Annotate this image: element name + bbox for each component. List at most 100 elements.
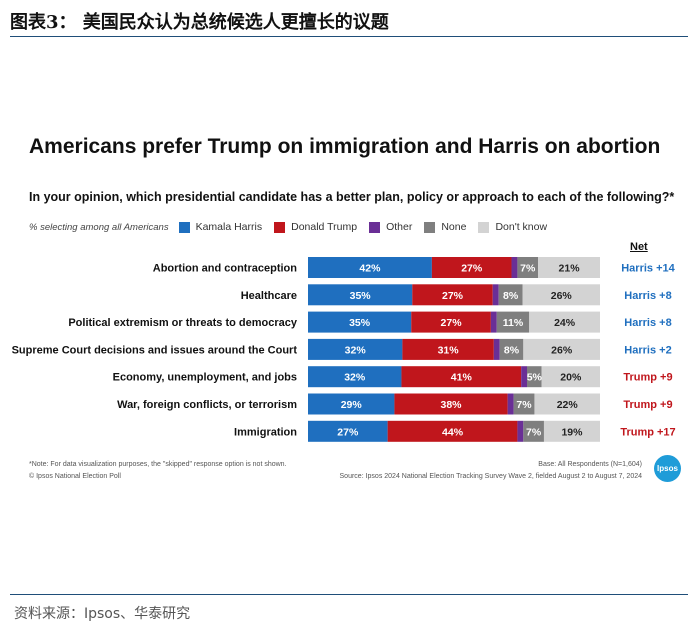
bar-segment	[401, 366, 522, 388]
data-label: 29%	[341, 399, 363, 411]
top-divider	[10, 36, 688, 37]
category-label: Immigration	[234, 426, 297, 438]
bar-segment	[543, 420, 600, 442]
category-label: Supreme Court decisions and issues aroun…	[12, 344, 298, 356]
bar-segment	[308, 393, 395, 415]
legend-item-other: Other	[369, 221, 412, 233]
data-label: 11%	[503, 317, 524, 329]
bar-segment	[308, 338, 403, 360]
legend: % selecting among all Americans Kamala H…	[29, 220, 559, 234]
stacked-bar-chart: Abortion and contraception 42% 27% 7% 21% Har…	[12, 257, 676, 442]
bar-segment	[527, 366, 542, 388]
legend-item-dont-know: Don't know	[478, 221, 547, 233]
bar-segment	[308, 257, 432, 278]
data-label: 7%	[526, 426, 542, 438]
legend-label-none: None	[441, 221, 467, 233]
bar-segment	[394, 393, 508, 415]
figure-source: 资料来源：Ipsos、华泰研究	[14, 606, 191, 622]
net-value: Harris +14	[621, 263, 675, 275]
footnote: *Note: For data visualization purposes, …	[29, 461, 287, 468]
net-value: Trump +9	[623, 399, 672, 411]
legend-item-none: None	[424, 221, 466, 233]
legend-swatch-harris	[178, 221, 190, 233]
data-label: 35%	[349, 317, 371, 329]
bar-segment	[308, 420, 388, 442]
data-label: 7%	[520, 263, 536, 275]
bar-segment	[541, 366, 600, 388]
bar-segment	[308, 284, 413, 306]
base-note: Base: All Respondents (N=1,604)	[538, 461, 642, 468]
data-label: 32%	[345, 344, 367, 356]
data-label: 38%	[441, 399, 463, 411]
bar-segment	[308, 366, 402, 388]
data-label: 20%	[560, 372, 582, 384]
bar-segment	[523, 338, 600, 360]
legend-swatch-trump	[274, 221, 286, 233]
bar-segment	[412, 284, 493, 306]
data-label: 24%	[554, 317, 576, 329]
net-header: Net	[630, 241, 648, 253]
net-value: Harris +8	[624, 317, 671, 329]
net-value: Trump +9	[623, 372, 672, 384]
data-label: 35%	[350, 290, 372, 302]
legend-swatch-other	[369, 221, 381, 233]
category-label: Economy, unemployment, and jobs	[113, 372, 297, 384]
legend-item-harris: Kamala Harris	[178, 221, 263, 233]
category-label: Healthcare	[241, 290, 297, 302]
bar-segment	[529, 311, 600, 333]
figure-title: 图表3： 美国民众认为总统候选人更擅长的议题	[10, 12, 389, 33]
bar-segment	[431, 257, 512, 278]
legend-lead: % selecting among all Americans	[29, 221, 169, 233]
legend-label-harris: Kamala Harris	[195, 221, 263, 233]
source-note: Source: Ipsos 2024 National Election Tra…	[339, 473, 642, 480]
bar-segment	[507, 393, 514, 415]
bar-segment	[522, 284, 600, 306]
bottom-divider	[10, 594, 688, 595]
data-label: 8%	[504, 344, 520, 356]
bar-segment	[534, 393, 600, 415]
bar-segment	[402, 338, 494, 360]
legend-swatch-none	[424, 221, 436, 233]
net-value: Harris +8	[624, 290, 671, 302]
data-label: 32%	[344, 372, 366, 384]
data-label: 19%	[561, 426, 583, 438]
category-label: War, foreign conflicts, or terrorism	[117, 399, 297, 411]
credit-note: © Ipsos National Election Poll	[29, 473, 121, 480]
data-label: 26%	[551, 290, 573, 302]
data-label: 5%	[527, 372, 543, 384]
legend-label-other: Other	[386, 221, 413, 233]
bar-segment	[490, 311, 497, 333]
legend-item-trump: Donald Trump	[274, 221, 357, 233]
data-label: 27%	[337, 426, 359, 438]
ipsos-logo: Ipsos	[654, 455, 681, 482]
category-label: Political extremism or threats to democr…	[68, 317, 298, 329]
data-label: 44%	[442, 426, 464, 438]
data-label: 42%	[359, 263, 381, 275]
net-value: Harris +2	[624, 344, 671, 356]
bar-segment	[513, 393, 535, 415]
bar-segment	[523, 420, 544, 442]
bar-segment	[517, 257, 539, 278]
data-label: 41%	[451, 372, 473, 384]
bar-segment	[308, 311, 412, 333]
bar-segment	[499, 338, 524, 360]
bar-segment	[538, 257, 600, 278]
bar-segment	[517, 420, 524, 442]
data-label: 27%	[442, 290, 464, 302]
data-label: 22%	[557, 399, 579, 411]
legend-label-trump: Donald Trump	[291, 221, 358, 233]
bar-segment	[498, 284, 523, 306]
category-label: Abortion and contraception	[153, 263, 298, 275]
chart-title: Americans prefer Trump on immigration an…	[29, 135, 661, 158]
chart-subtitle: In your opinion, which presidential cand…	[29, 190, 675, 204]
data-label: 27%	[441, 317, 463, 329]
data-label: 27%	[461, 263, 483, 275]
data-label: 7%	[516, 399, 532, 411]
bar-segment	[511, 257, 518, 278]
bar-segment	[411, 311, 491, 333]
bar-segment	[493, 338, 500, 360]
data-label: 31%	[438, 344, 460, 356]
legend-swatch-dont-know	[478, 221, 490, 233]
data-label: 21%	[559, 263, 581, 275]
data-label: 26%	[551, 344, 573, 356]
